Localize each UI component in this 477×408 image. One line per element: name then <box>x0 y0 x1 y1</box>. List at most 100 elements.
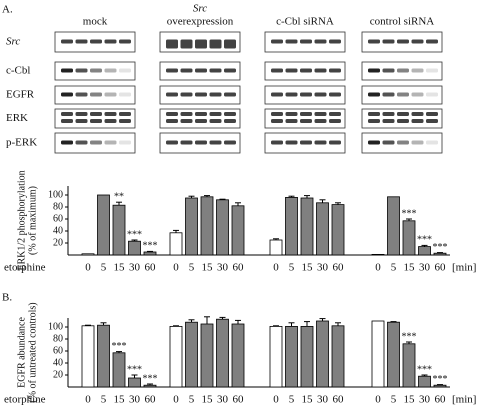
blot-band <box>75 112 88 116</box>
x-tick-label: 0 <box>273 394 279 406</box>
x-tick-label: 0 <box>173 394 179 406</box>
blot-band <box>119 92 131 97</box>
blot-band <box>209 112 222 116</box>
blot-band <box>314 112 327 116</box>
blot-band <box>314 119 327 123</box>
blot-band <box>166 68 178 73</box>
blot-band <box>397 119 409 123</box>
blot-band <box>224 140 236 145</box>
blot-band <box>104 68 117 73</box>
x-tick-label: 5 <box>101 262 107 274</box>
bar <box>371 253 385 256</box>
blot-band <box>195 92 207 97</box>
blot-band <box>382 112 395 116</box>
bar <box>143 251 157 256</box>
blot-band <box>285 39 298 44</box>
blot-band <box>209 39 222 49</box>
blot-band <box>285 92 298 97</box>
blot-band <box>368 39 380 44</box>
blot-row-label: p-ERK <box>6 137 37 149</box>
significance: *** <box>143 241 158 252</box>
blot-band <box>195 112 207 116</box>
blot-band <box>104 119 117 123</box>
blot-band <box>90 68 102 73</box>
bar <box>81 325 95 388</box>
blot-band <box>61 68 73 73</box>
y-tick-label: 80 <box>53 333 63 344</box>
x-tick-label: 60 <box>145 262 157 274</box>
blot-band <box>314 39 327 44</box>
significance: *** <box>143 373 158 384</box>
bar <box>300 197 314 256</box>
x-axis-label: etorphine <box>4 394 46 406</box>
x-tick-label: 15 <box>114 394 126 406</box>
y-tick-label: 80 <box>53 201 63 212</box>
bar <box>402 343 416 388</box>
bar <box>128 240 141 256</box>
bar <box>216 199 229 256</box>
blot-band <box>166 119 178 123</box>
y-tick-label: 100 <box>48 321 63 332</box>
bar <box>169 325 183 388</box>
significance: *** <box>402 208 417 219</box>
blot-band <box>382 140 395 145</box>
x-tick-label: 15 <box>302 394 314 406</box>
blot-band <box>119 140 131 145</box>
blot-band <box>61 92 73 97</box>
x-tick-label: 30 <box>317 262 329 274</box>
panel-label: B. <box>2 292 12 304</box>
blot-band <box>300 68 312 73</box>
x-tick-label: 60 <box>435 394 447 406</box>
significance: *** <box>417 235 432 246</box>
blot-band <box>411 39 424 44</box>
blot-band <box>329 140 341 145</box>
x-tick-label: 5 <box>391 394 397 406</box>
blot-band <box>119 68 131 73</box>
blot-band <box>397 39 409 44</box>
y-axis-label: ERK1/2 phosphorylation <box>16 170 27 270</box>
bar <box>316 202 329 256</box>
blot-band <box>300 92 312 97</box>
significance: *** <box>112 341 127 352</box>
blot-band <box>426 140 438 145</box>
blot-band <box>224 92 236 97</box>
x-tick-label: 0 <box>375 394 381 406</box>
blot-band <box>119 112 131 116</box>
blot-band <box>224 68 236 73</box>
blot-box <box>361 108 443 129</box>
blot-band <box>426 92 438 97</box>
x-unit: [min] <box>452 394 476 406</box>
x-tick-label: 0 <box>375 262 381 274</box>
y-tick-label: 100 <box>48 189 63 200</box>
x-tick-label: 30 <box>419 394 431 406</box>
blot-row-label: Src <box>6 36 20 48</box>
blot-band <box>314 68 327 73</box>
blot-band <box>180 119 193 123</box>
blot-band <box>382 68 395 73</box>
blot-band <box>195 39 207 49</box>
blot-band <box>368 119 380 123</box>
blot-band <box>61 39 73 44</box>
blot-band <box>75 92 88 97</box>
group-label: mock <box>83 16 108 28</box>
blot-band <box>180 68 193 73</box>
significance: *** <box>433 242 448 253</box>
x-tick-label: 15 <box>202 394 214 406</box>
blot-band <box>224 119 236 123</box>
group-label: c-Cbl siRNA <box>276 16 334 28</box>
x-tick-label: 0 <box>173 262 179 274</box>
bar <box>418 375 431 388</box>
blot-band <box>61 140 73 145</box>
blot-band <box>90 92 102 97</box>
blot-band <box>209 119 222 123</box>
bar <box>433 252 447 256</box>
blot-band <box>271 112 283 116</box>
blot-band <box>209 68 222 73</box>
blot-band <box>180 140 193 145</box>
blot-band <box>166 112 178 116</box>
blot-band <box>104 39 117 44</box>
x-tick-label: 60 <box>333 262 345 274</box>
bar <box>128 377 141 388</box>
blot-band <box>271 119 283 123</box>
bar <box>418 246 431 256</box>
